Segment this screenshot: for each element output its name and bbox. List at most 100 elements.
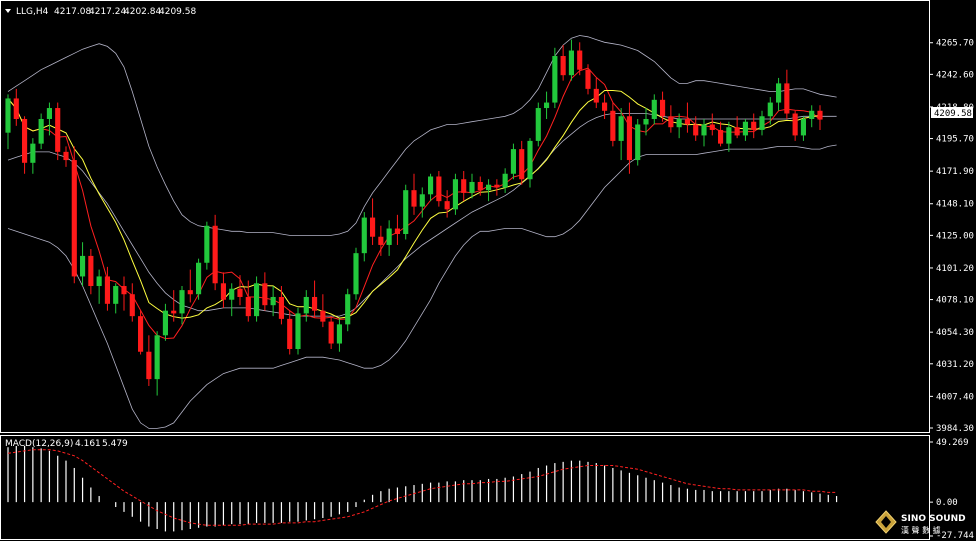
candle-body	[593, 88, 599, 103]
candle-body	[560, 56, 566, 76]
candle	[361, 212, 367, 262]
candle-body	[187, 290, 193, 295]
candle-body	[237, 288, 243, 297]
candle	[295, 307, 301, 355]
candle	[643, 108, 649, 136]
candle-body	[55, 108, 61, 152]
bollinger-lower-line	[7, 144, 837, 429]
candle-body	[328, 321, 334, 344]
candle	[560, 45, 566, 81]
macd-panel-frame	[0, 435, 930, 540]
candle	[96, 269, 102, 304]
price-tick-label: 4054.30	[936, 328, 974, 338]
candle	[312, 280, 318, 318]
candle	[602, 94, 608, 119]
candle	[767, 97, 773, 125]
candle	[684, 102, 690, 133]
candle-body	[270, 296, 276, 306]
candle-body	[312, 296, 318, 311]
candle	[171, 290, 177, 322]
candle-body	[38, 118, 44, 144]
candle	[444, 190, 450, 218]
macd-axis: 49.269 0.00 -27.744	[929, 438, 974, 541]
candle-body	[477, 181, 483, 191]
candle-body	[643, 118, 649, 125]
candle-body	[345, 294, 351, 325]
high-price: 4217.24	[89, 7, 126, 17]
candle	[477, 176, 483, 196]
candle-body	[278, 296, 284, 319]
candle	[270, 286, 276, 317]
candle	[419, 187, 425, 218]
candle-body	[502, 173, 508, 188]
candle	[577, 42, 583, 76]
ma-slow-line	[7, 90, 821, 319]
candle-body	[386, 228, 392, 245]
candle	[817, 105, 823, 130]
candle	[593, 77, 599, 109]
candle-body	[784, 83, 790, 114]
candle	[394, 214, 400, 245]
candle-body	[104, 276, 110, 304]
candle-body	[30, 143, 36, 163]
candle-body	[13, 98, 19, 119]
macd-value: 4.161	[75, 439, 101, 449]
macd-title: MACD(12,26,9)	[5, 439, 73, 449]
candle-body	[767, 102, 773, 117]
candle-body	[88, 255, 94, 287]
candle-body	[660, 99, 666, 117]
open-price: 4217.08	[54, 7, 91, 17]
candle-body	[651, 99, 657, 119]
candle-body	[353, 253, 359, 295]
candle	[718, 121, 724, 147]
price-tick-label: 4125.00	[936, 231, 974, 241]
candle	[22, 116, 28, 174]
candle	[411, 173, 417, 215]
candle	[80, 242, 86, 287]
candle-body	[602, 102, 608, 111]
logo-inner-icon	[881, 516, 891, 528]
candle-body	[444, 201, 450, 210]
candle-body	[535, 108, 541, 141]
macd-histogram	[7, 445, 838, 532]
candle-body	[5, 98, 11, 133]
candle	[792, 110, 798, 141]
candle-body	[370, 217, 376, 237]
symbol-dropdown-icon[interactable]	[5, 9, 11, 13]
candle-body	[254, 283, 260, 317]
candle-body	[668, 116, 674, 128]
candle-body	[792, 113, 798, 136]
price-tick-label: 4148.10	[936, 200, 974, 210]
candle-body	[635, 124, 641, 161]
candle	[63, 146, 69, 167]
candle-body	[378, 236, 384, 245]
candle-body	[751, 121, 757, 130]
moving-averages	[7, 67, 821, 340]
candle	[403, 184, 409, 240]
bollinger-bands	[7, 35, 837, 429]
candle	[618, 108, 624, 161]
candle	[287, 310, 293, 355]
candle	[461, 171, 467, 202]
price-tick-label: 4078.10	[936, 296, 974, 306]
price-axis: 4265.704242.604218.804195.704171.904148.…	[929, 39, 974, 434]
candle	[162, 303, 168, 341]
candle-body	[295, 313, 301, 350]
symbol-label: LLG,H4	[16, 7, 49, 17]
candle-body	[229, 288, 235, 300]
candle	[610, 102, 616, 147]
candle-body	[469, 181, 475, 193]
candle	[104, 266, 110, 311]
candle	[668, 105, 674, 133]
current-price-label: 4209.58	[934, 109, 972, 119]
candle-body	[428, 176, 434, 195]
candle-body	[419, 194, 425, 207]
candle-body	[701, 124, 707, 136]
candle	[204, 221, 210, 270]
candle	[759, 110, 765, 136]
candle	[535, 102, 541, 147]
candle	[378, 225, 384, 256]
candle	[626, 102, 632, 174]
candle-body	[162, 310, 168, 336]
